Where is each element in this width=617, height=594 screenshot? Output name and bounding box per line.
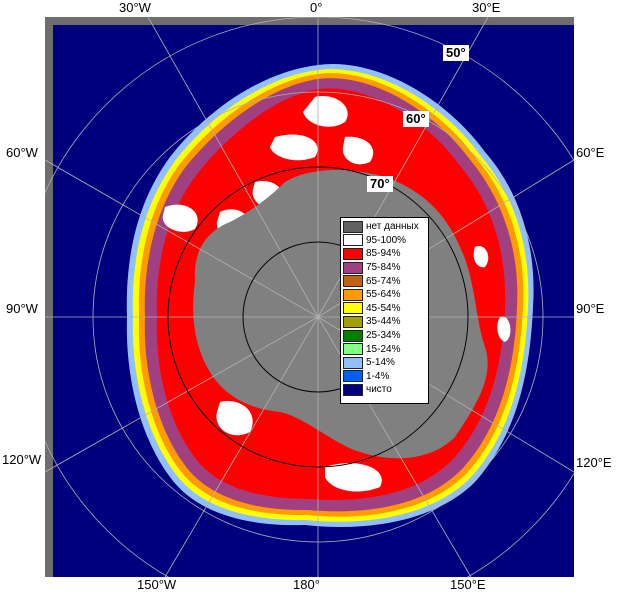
legend-swatch bbox=[343, 383, 363, 396]
map-canvas bbox=[45, 17, 574, 577]
legend-swatch bbox=[343, 234, 363, 247]
lat-label-60: 60° bbox=[403, 111, 429, 127]
lon-label-90w: 90°W bbox=[6, 301, 38, 316]
legend-item: чисто bbox=[343, 383, 428, 397]
lon-label-120e: 120°E bbox=[576, 455, 612, 470]
legend-swatch bbox=[343, 356, 363, 369]
legend-label: 1-4% bbox=[366, 370, 390, 382]
legend-label: 15-24% bbox=[366, 343, 401, 355]
lon-label-90e: 90°E bbox=[576, 301, 605, 316]
legend-swatch bbox=[343, 275, 363, 288]
legend-item: 65-74% bbox=[343, 274, 428, 288]
lon-label-30w: 30°W bbox=[119, 0, 151, 15]
legend-label: 45-54% bbox=[366, 302, 401, 314]
legend-swatch bbox=[343, 261, 363, 274]
legend-swatch bbox=[343, 247, 363, 260]
legend-label: 95-100% bbox=[366, 234, 407, 246]
map-legend: нет данных 95-100% 85-94% 75-84% 65-74% 55-64… bbox=[340, 217, 429, 404]
lat-label-70: 70° bbox=[367, 176, 393, 192]
legend-item: 25-34% bbox=[343, 329, 428, 343]
lon-label-120w: 120°W bbox=[2, 452, 42, 467]
legend-item: 1-4% bbox=[343, 370, 428, 384]
legend-label: 55-64% bbox=[366, 289, 401, 301]
legend-swatch bbox=[343, 220, 363, 233]
legend-item: 45-54% bbox=[343, 302, 428, 316]
sea-ice-map bbox=[45, 17, 574, 577]
lon-label-150e: 150°E bbox=[450, 577, 486, 592]
lon-label-150w: 150°W bbox=[137, 577, 177, 592]
lon-label-30e: 30°E bbox=[472, 0, 501, 15]
legend-swatch bbox=[343, 343, 363, 356]
legend-label: чисто bbox=[366, 384, 392, 396]
lon-label-60e: 60°E bbox=[576, 145, 605, 160]
legend-label: 75-84% bbox=[366, 262, 401, 274]
legend-swatch bbox=[343, 302, 363, 315]
legend-item: 95-100% bbox=[343, 234, 428, 248]
legend-label: 5-14% bbox=[366, 357, 395, 369]
legend-swatch bbox=[343, 329, 363, 342]
legend-swatch bbox=[343, 370, 363, 383]
lon-label-180: 180° bbox=[293, 577, 320, 592]
legend-item: нет данных bbox=[343, 220, 428, 234]
legend-item: 75-84% bbox=[343, 261, 428, 275]
legend-label: 65-74% bbox=[366, 275, 401, 287]
legend-item: 5-14% bbox=[343, 356, 428, 370]
legend-item: 55-64% bbox=[343, 288, 428, 302]
lat-label-50: 50° bbox=[443, 45, 469, 61]
legend-label: 25-34% bbox=[366, 330, 401, 342]
legend-swatch bbox=[343, 288, 363, 301]
legend-item: 15-24% bbox=[343, 342, 428, 356]
legend-label: 35-44% bbox=[366, 316, 401, 328]
legend-label: нет данных bbox=[366, 221, 419, 233]
lon-label-0: 0° bbox=[310, 0, 323, 15]
legend-swatch bbox=[343, 315, 363, 328]
lon-label-60w: 60°W bbox=[6, 145, 38, 160]
legend-item: 35-44% bbox=[343, 315, 428, 329]
legend-label: 85-94% bbox=[366, 248, 401, 260]
legend-item: 85-94% bbox=[343, 247, 428, 261]
